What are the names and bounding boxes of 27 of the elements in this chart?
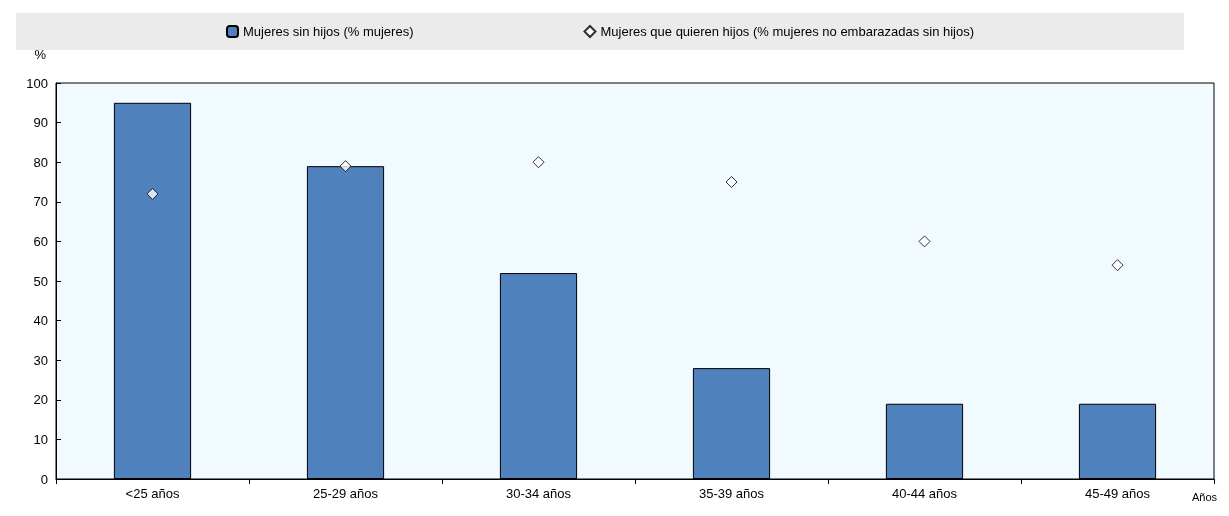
x-tick-label: 30-34 años xyxy=(505,486,572,501)
y-axis-title: % xyxy=(34,47,47,62)
x-tick-label: 45-49 años xyxy=(1084,486,1151,501)
y-tick-label: 100 xyxy=(26,75,48,91)
y-tick-label: 10 xyxy=(33,431,48,447)
point xyxy=(918,235,931,248)
y-tick-label: 30 xyxy=(33,352,48,368)
x-axis-title: Años xyxy=(1191,490,1218,503)
y-tick-label: 50 xyxy=(33,273,48,289)
point xyxy=(725,176,738,188)
y-tick-label: 60 xyxy=(33,233,48,249)
x-tick-label: 35-39 años xyxy=(698,486,765,501)
y-tick-label: 0 xyxy=(40,471,48,487)
point xyxy=(146,187,159,200)
point xyxy=(532,156,545,169)
legend-label: Mujeres que quieren hijos (% mujeres no embarazadas sin hijos) xyxy=(600,24,975,39)
x-tick-label: <25 años xyxy=(125,486,180,501)
y-tick-label: 20 xyxy=(33,392,48,408)
point xyxy=(339,160,352,173)
y-tick-label: 70 xyxy=(33,194,48,210)
point xyxy=(1111,259,1124,272)
legend-label: Mujeres sin hijos (% mujeres) xyxy=(243,24,414,39)
x-tick-label: 40-44 años xyxy=(891,486,958,501)
x-tick-label: 25-29 años xyxy=(312,486,379,501)
y-tick-label: 90 xyxy=(33,115,48,131)
y-tick-label: 80 xyxy=(33,154,48,170)
y-tick-label: 40 xyxy=(33,313,48,329)
